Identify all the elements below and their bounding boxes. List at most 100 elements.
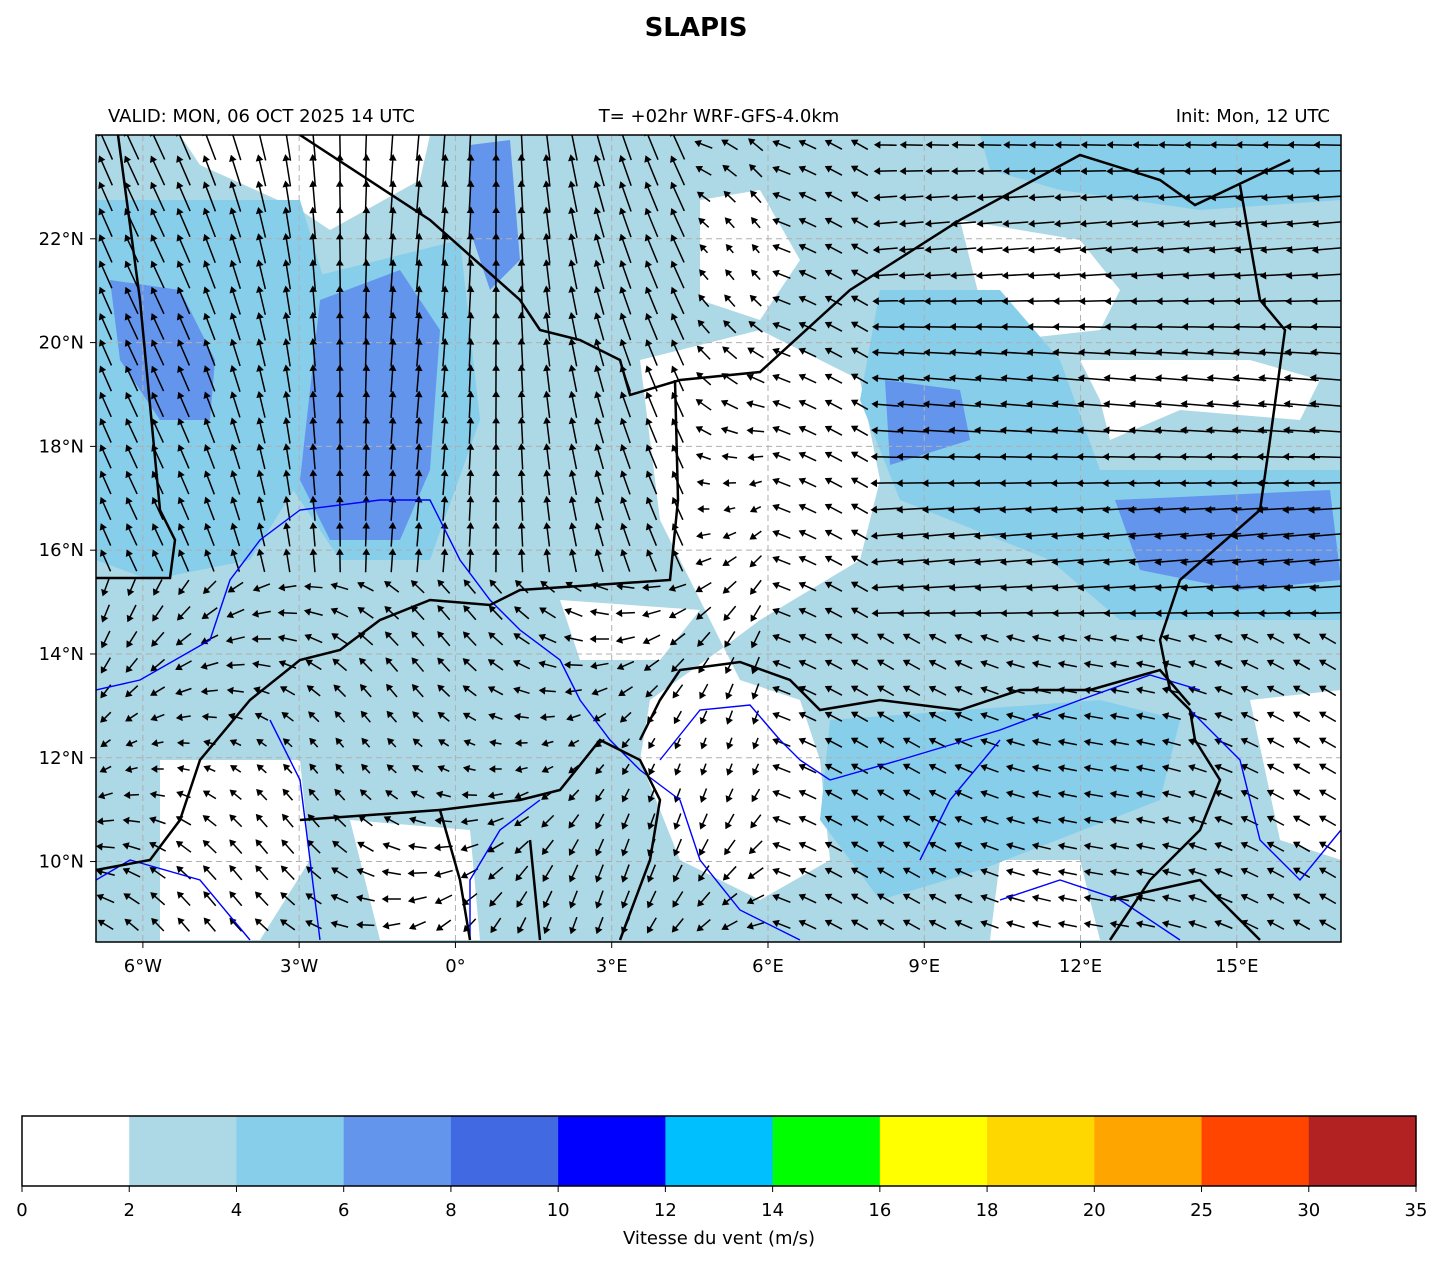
wind-arrow <box>335 443 344 470</box>
wind-arrow <box>750 269 761 281</box>
wind-arrow <box>361 763 371 774</box>
wind-arrow <box>850 217 869 229</box>
wind-arrow <box>492 337 500 367</box>
wind-arrow <box>870 531 900 540</box>
wind-arrow <box>696 606 712 620</box>
wind-arrow <box>568 789 580 802</box>
wind-arrow <box>1031 842 1051 850</box>
wind-arrow <box>999 557 1031 566</box>
wind-arrow <box>1005 712 1025 721</box>
wind-arrow <box>306 685 321 697</box>
y-tick-label: 10°N <box>39 852 84 873</box>
wind-arrow <box>335 548 344 573</box>
wind-arrow <box>460 843 479 852</box>
wind-arrow <box>517 416 526 444</box>
wind-arrow <box>1080 167 1107 176</box>
wind-arrow <box>642 583 661 592</box>
wind-arrow <box>1000 583 1031 592</box>
wind-arrow <box>772 763 791 774</box>
wind-arrow <box>1005 842 1025 851</box>
colorbar-tick-label: 35 <box>1405 1200 1428 1221</box>
wind-arrow <box>437 711 450 722</box>
wind-arrow <box>151 365 165 392</box>
wind-arrow <box>359 657 373 672</box>
wind-arrow <box>1188 868 1207 877</box>
wind-arrow <box>1026 348 1057 357</box>
wind-arrow <box>850 815 869 827</box>
wind-arrow <box>568 522 578 547</box>
wind-arrow <box>492 548 500 573</box>
wind-arrow <box>1260 193 1290 202</box>
wind-arrow <box>1206 348 1240 357</box>
wind-arrow <box>256 469 266 495</box>
wind-arrow <box>1158 140 1185 149</box>
wind-arrow <box>1001 271 1029 280</box>
wind-arrow <box>362 337 371 367</box>
wind-arrow <box>954 867 973 878</box>
wind-arrow <box>538 633 557 644</box>
wind-arrow <box>1155 348 1188 357</box>
wind-arrow <box>175 713 191 722</box>
wind-arrow <box>724 656 735 674</box>
wind-arrow <box>1025 426 1058 435</box>
wind-arrow <box>595 890 604 909</box>
wind-arrow <box>98 207 113 238</box>
wind-arrow <box>411 631 425 647</box>
x-tick-label: 0° <box>445 956 465 977</box>
wind-arrow <box>923 322 951 331</box>
wind-arrow <box>332 840 348 853</box>
wind-arrow <box>1051 583 1084 592</box>
strong-wind-areas <box>110 140 1341 590</box>
wind-arrow <box>1025 531 1058 540</box>
wind-arrow <box>229 338 241 367</box>
wind-arrow <box>850 893 869 905</box>
wind-arrow <box>125 523 138 546</box>
wind-arrow <box>1129 322 1161 331</box>
wind-arrow <box>229 417 241 444</box>
wind-arrow <box>876 633 895 645</box>
wind-arrow <box>902 841 921 853</box>
wind-arrow <box>1104 297 1135 306</box>
wind-arrow <box>593 180 605 212</box>
wind-arrow <box>335 259 344 290</box>
wind-arrow <box>1240 841 1259 852</box>
wind-arrow <box>824 347 843 358</box>
wind-arrow <box>1057 816 1077 825</box>
wind-arrow <box>411 657 425 673</box>
wind-arrow <box>542 259 551 290</box>
valid-time: VALID: MON, 06 OCT 2025 14 UTC <box>108 106 415 127</box>
wind-arrow <box>1287 140 1316 149</box>
wind-arrow <box>150 713 165 722</box>
wind-arrow <box>798 373 817 384</box>
wind-arrow <box>824 789 843 800</box>
wind-arrow <box>1130 271 1160 280</box>
colorbar-tick-label: 0 <box>16 1200 27 1221</box>
wind-arrow <box>620 496 631 521</box>
wind-arrow <box>99 765 112 773</box>
wind-arrow <box>408 920 426 930</box>
wind-arrow <box>798 867 817 878</box>
wind-arrow <box>468 135 472 161</box>
wind-arrow <box>1240 789 1259 800</box>
wind-arrow <box>670 260 685 289</box>
wind-arrow <box>229 814 243 828</box>
wind-arrow <box>1078 322 1109 331</box>
colorbar-segment <box>1308 1116 1417 1186</box>
colorbar-segment <box>772 1116 881 1186</box>
wind-arrow <box>902 711 921 723</box>
wind-arrow <box>1025 583 1057 592</box>
wind-arrow <box>229 286 241 315</box>
wind-arrow <box>356 920 375 929</box>
wind-arrow <box>954 841 973 852</box>
wind-arrow <box>99 444 112 469</box>
wind-arrow <box>749 164 763 178</box>
wind-arrow <box>726 763 734 776</box>
wind-arrow <box>359 684 372 698</box>
wind-arrow <box>568 495 578 521</box>
wind-arrow <box>1026 322 1056 331</box>
wind-arrow <box>723 320 737 334</box>
wind-arrow <box>440 180 449 213</box>
wind-arrow <box>644 234 659 263</box>
wind-arrow <box>645 339 658 366</box>
wind-arrow <box>1057 920 1077 929</box>
